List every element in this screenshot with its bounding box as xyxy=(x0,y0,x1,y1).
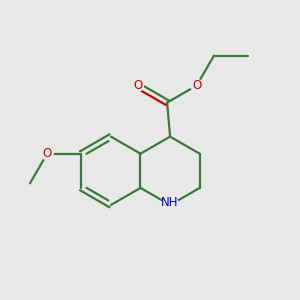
Text: O: O xyxy=(192,79,201,92)
Circle shape xyxy=(191,80,203,92)
Circle shape xyxy=(162,197,178,213)
Circle shape xyxy=(41,148,53,160)
Circle shape xyxy=(132,80,143,92)
Text: NH: NH xyxy=(161,196,179,208)
Text: O: O xyxy=(43,147,52,160)
Text: O: O xyxy=(133,79,142,92)
